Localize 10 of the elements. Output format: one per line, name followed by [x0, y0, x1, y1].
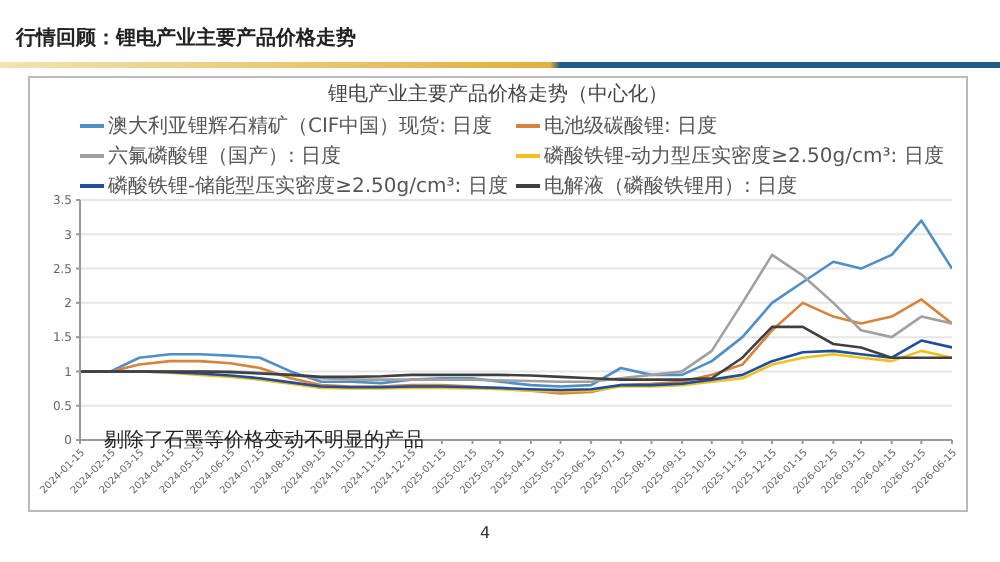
legend-label: 电池级碳酸锂: 日度 — [544, 113, 718, 140]
legend-label: 磷酸铁锂-动力型压实密度≥2.50g/cm³: 日度 — [544, 143, 944, 170]
text: 4 — [480, 524, 491, 542]
legend-label: 电解液（磷酸铁锂用）: 日度 — [544, 173, 798, 200]
line-series — [80, 325, 952, 381]
chart-title: 行情回顾：锂电产业主要产品价格走势 — [16, 24, 356, 52]
legend-label: 磷酸铁锂-储能型压实密度≥2.50g/cm³: 日度 — [108, 173, 508, 200]
legend-label: 澳大利亚锂辉石精矿（CIF中国）现货: 日度 — [108, 113, 493, 140]
legend-label: 六氟磷酸锂（国产）: 日度 — [108, 143, 342, 170]
chart-subtitle: 锂电产业主要产品价格走势（中心化） — [326, 81, 670, 108]
